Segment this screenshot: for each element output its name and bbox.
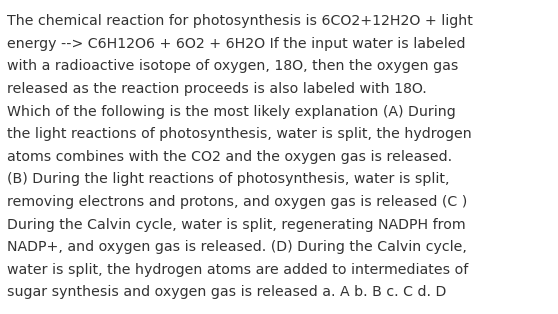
Text: During the Calvin cycle, water is split, regenerating NADPH from: During the Calvin cycle, water is split,… [7,218,465,232]
Text: released as the reaction proceeds is also labeled with 18O.: released as the reaction proceeds is als… [7,82,426,96]
Text: energy --> C6H12O6 + 6O2 + 6H2O If the input water is labeled: energy --> C6H12O6 + 6O2 + 6H2O If the i… [7,37,465,51]
Text: with a radioactive isotope of oxygen, 18O, then the oxygen gas: with a radioactive isotope of oxygen, 18… [7,59,458,73]
Text: removing electrons and protons, and oxygen gas is released (C ): removing electrons and protons, and oxyg… [7,195,467,209]
Text: water is split, the hydrogen atoms are added to intermediates of: water is split, the hydrogen atoms are a… [7,263,468,277]
Text: atoms combines with the CO2 and the oxygen gas is released.: atoms combines with the CO2 and the oxyg… [7,150,452,164]
Text: the light reactions of photosynthesis, water is split, the hydrogen: the light reactions of photosynthesis, w… [7,127,472,141]
Text: Which of the following is the most likely explanation (A) During: Which of the following is the most likel… [7,105,455,119]
Text: NADP+, and oxygen gas is released. (D) During the Calvin cycle,: NADP+, and oxygen gas is released. (D) D… [7,240,466,254]
Text: sugar synthesis and oxygen gas is released a. A b. B c. C d. D: sugar synthesis and oxygen gas is releas… [7,285,446,300]
Text: The chemical reaction for photosynthesis is 6CO2+12H2O + light: The chemical reaction for photosynthesis… [7,14,473,28]
Text: (B) During the light reactions of photosynthesis, water is split,: (B) During the light reactions of photos… [7,172,449,187]
